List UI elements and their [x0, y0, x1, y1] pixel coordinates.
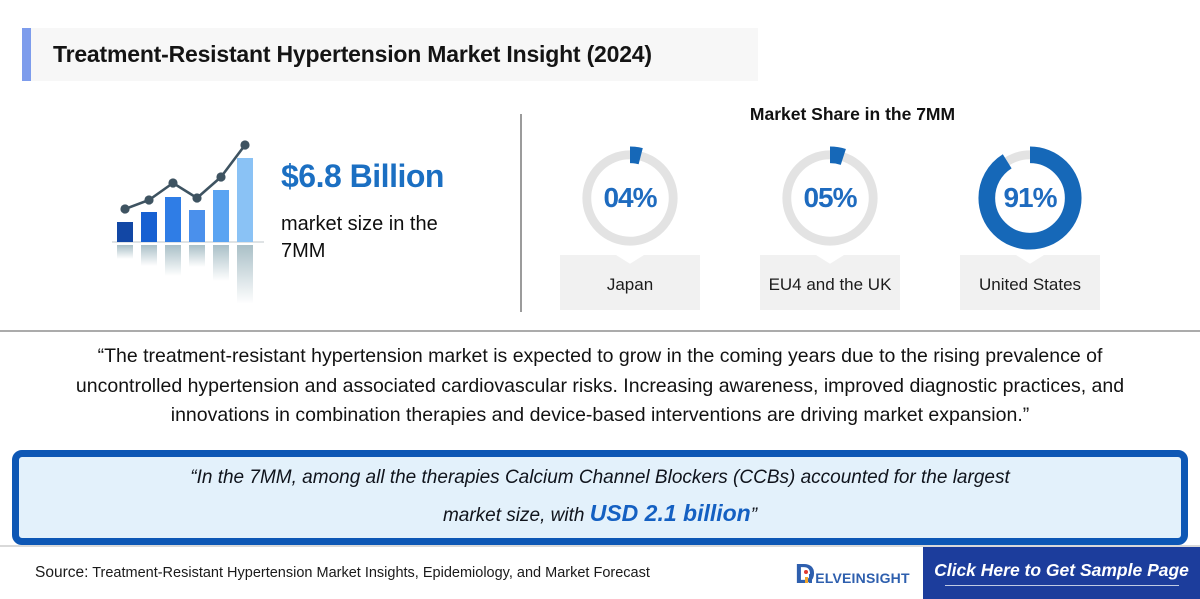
share-item-eu4-uk: 05% EU4 and the UK [760, 144, 900, 310]
source-line: Source: Treatment-Resistant Hypertension… [35, 564, 650, 582]
country-label-text: United States [978, 275, 1082, 294]
growth-bars-icon [112, 138, 264, 304]
donut-svg [578, 146, 682, 250]
callout-text-before: “In the 7MM, among all the therapies Cal… [190, 466, 1010, 527]
donut-chart-japan: 04% [576, 144, 684, 252]
title-bar: Treatment-Resistant Hypertension Market … [22, 28, 758, 81]
market-size-value: $6.8 Billion [281, 158, 444, 194]
sample-page-button[interactable]: Click Here to Get Sample Page [923, 547, 1200, 599]
market-share-section: 04% Japan 05% EU4 and the UK [560, 144, 1100, 310]
callout-text-after: ” [750, 505, 758, 527]
market-share-heading: Market Share in the 7MM [749, 104, 956, 124]
footer: Source: Treatment-Resistant Hypertension… [0, 545, 1200, 599]
growth-bars-svg [112, 140, 264, 304]
share-item-japan: 04% Japan [560, 144, 700, 310]
logo-red-dot [804, 570, 808, 575]
usd-value-highlight: USD 2.1 billion [589, 500, 751, 527]
ccb-callout-box: “In the 7MM, among all the therapies Cal… [12, 450, 1188, 545]
donut-svg [978, 146, 1082, 250]
source-label: Source: [35, 564, 89, 581]
vertical-divider [520, 114, 522, 312]
ccb-callout-text: “In the 7MM, among all the therapies Cal… [160, 462, 1040, 533]
button-underline [944, 585, 1179, 586]
logo-chart-mark-icon [804, 570, 814, 584]
donut-percent-eu4-uk: 05% [803, 182, 857, 213]
country-label-text: EU4 and the UK [768, 275, 892, 294]
country-label-text: Japan [606, 275, 654, 294]
delveinsight-logo[interactable]: D ELVEINSIGHT [795, 560, 910, 588]
share-item-united-states: 91% United States [960, 144, 1100, 310]
horizontal-divider [0, 330, 1200, 332]
country-label-japan: Japan [560, 255, 700, 310]
sample-page-button-label: Click Here to Get Sample Page [934, 560, 1189, 580]
country-label-united-states: United States [960, 255, 1100, 310]
donut-chart-eu4-uk: 05% [776, 144, 884, 252]
source-text: Treatment-Resistant Hypertension Market … [88, 565, 650, 581]
logo-letter-d: D [795, 560, 815, 588]
logo-blue-bar [809, 574, 812, 584]
donut-percent-united-states: 91% [1003, 182, 1057, 213]
donut-chart-united-states: 91% [976, 144, 1084, 252]
page-title: Treatment-Resistant Hypertension Market … [53, 41, 652, 67]
donut-svg [778, 146, 882, 250]
market-size-description: market size in the 7MM [281, 213, 438, 262]
donut-percent-japan: 04% [603, 182, 657, 213]
logo-yellow-bar [805, 577, 808, 584]
market-quote: “The treatment-resistant hypertension ma… [75, 345, 1125, 427]
logo-wordmark: ELVEINSIGHT [815, 570, 910, 586]
country-label-eu4-uk: EU4 and the UK [760, 255, 900, 310]
